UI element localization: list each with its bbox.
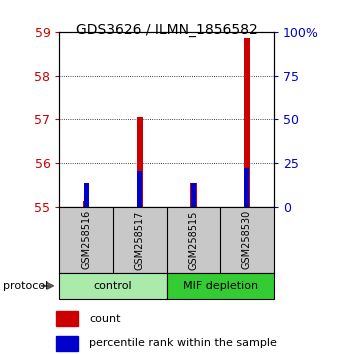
- Bar: [137, 171, 142, 207]
- Bar: [167, 273, 274, 299]
- Bar: [59, 273, 167, 299]
- Text: GSM258516: GSM258516: [81, 210, 91, 269]
- Text: GSM258530: GSM258530: [242, 210, 252, 269]
- Text: GSM258517: GSM258517: [135, 210, 145, 269]
- Bar: [137, 117, 143, 207]
- Text: GSM258515: GSM258515: [188, 210, 198, 269]
- Text: MIF depletion: MIF depletion: [183, 281, 258, 291]
- Text: count: count: [89, 314, 121, 324]
- Bar: [244, 168, 250, 207]
- Bar: [56, 311, 78, 326]
- Text: GDS3626 / ILMN_1856582: GDS3626 / ILMN_1856582: [76, 23, 257, 37]
- Bar: [191, 183, 196, 207]
- Text: protocol: protocol: [3, 281, 49, 291]
- Text: control: control: [94, 281, 132, 291]
- Bar: [56, 336, 78, 351]
- Bar: [190, 183, 197, 207]
- Bar: [83, 200, 89, 207]
- Bar: [244, 39, 250, 207]
- Bar: [84, 183, 89, 207]
- Text: percentile rank within the sample: percentile rank within the sample: [89, 338, 277, 348]
